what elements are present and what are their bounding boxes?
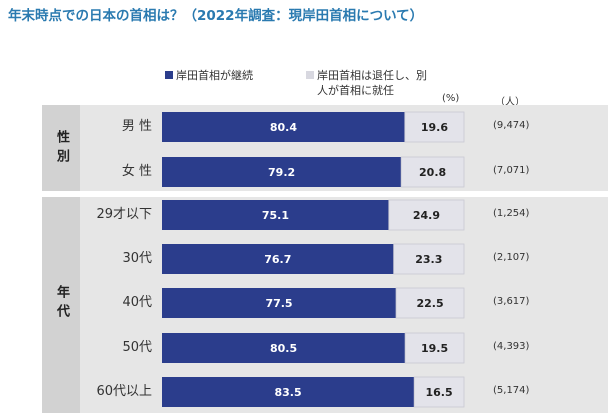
sample-size-label: (9,474) [493,120,530,131]
bar-resign [404,332,465,364]
age-group-label: 年代 [54,285,69,323]
bar-resign [393,243,465,275]
sample-size-label: (4,393) [493,341,530,352]
legend-swatch-resign [306,71,314,79]
legend-label-continue: 岸田首相が継続 [176,69,253,82]
category-label: 60代以上 [96,384,152,399]
sample-size-label: (2,107) [493,252,530,263]
data-label-resign: 22.5 [416,297,443,310]
sample-size-label: (5,174) [493,385,530,396]
bar-continue [162,377,415,407]
count-unit-label: （人） [495,97,525,108]
bar-continue [162,288,397,318]
category-label: 男 性 [121,119,152,134]
category-label: 29才以下 [96,207,152,222]
bar-resign [388,199,465,231]
data-label-resign: 23.3 [415,253,442,266]
sample-size-label: (7,071) [493,165,530,176]
category-label: 女 性 [121,164,152,179]
sample-size-label: (3,617) [493,296,530,307]
bar-continue [162,112,405,142]
data-label-resign: 19.6 [421,121,448,134]
data-label-continue: 77.5 [265,297,292,310]
data-label-continue: 80.5 [270,342,297,355]
legend-label-resign: 岸田首相は退任し、別人が首相に就任 [317,69,427,97]
data-label-continue: 75.1 [262,209,289,222]
data-label-resign: 20.8 [419,166,446,179]
bar-continue [162,333,406,363]
bar-continue [162,157,402,187]
data-label-continue: 76.7 [264,253,291,266]
bar-resign [400,156,465,188]
chart-title: 年末時点での日本の首相は？（2022年調査：現岸田首相について） [8,8,424,24]
bar-resign [413,376,465,408]
category-label: 30代 [122,251,152,266]
data-label-continue: 83.5 [275,386,302,399]
gender-group-tab [42,105,80,191]
age-group-tab [42,197,80,413]
gender-group-label: 性別 [54,130,69,168]
data-label-resign: 16.5 [426,386,453,399]
data-label-resign: 24.9 [413,209,440,222]
bar-continue [162,200,389,230]
data-label-continue: 80.4 [270,121,297,134]
percent-unit-label: (%) [442,93,460,104]
data-label-continue: 79.2 [268,166,295,179]
legend-swatch-continue [165,71,173,79]
bar-resign [404,111,465,143]
sample-size-label: (1,254) [493,208,530,219]
bar-resign [395,287,465,319]
data-label-resign: 19.5 [421,342,448,355]
category-label: 40代 [122,295,152,310]
bar-continue [162,244,394,274]
category-label: 50代 [122,340,152,355]
